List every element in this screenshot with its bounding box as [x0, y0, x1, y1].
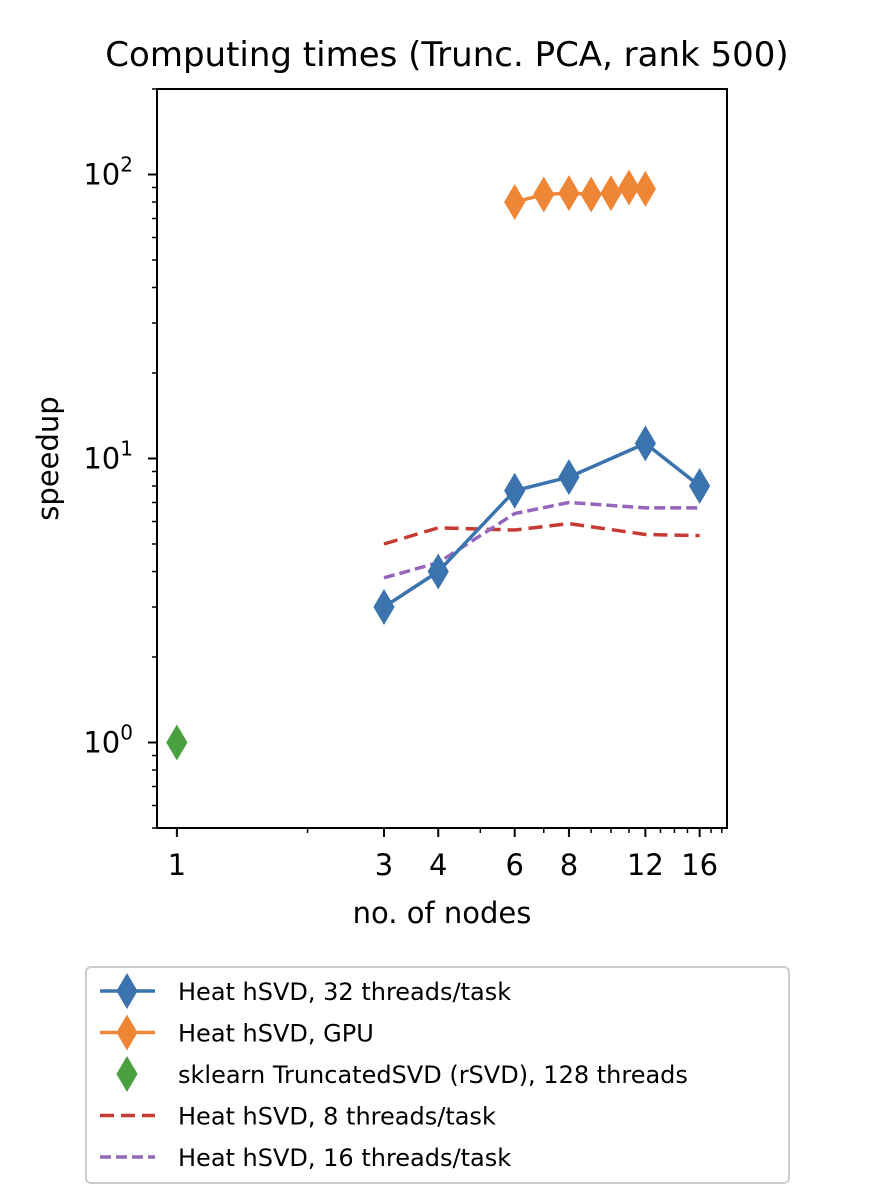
x-tick-label: 3 [375, 848, 393, 882]
data-point [558, 175, 580, 212]
data-point [427, 553, 449, 590]
legend-marker [116, 973, 138, 1009]
data-point [504, 184, 526, 221]
chart-title: Computing times (Trunc. PCA, rank 500) [105, 35, 788, 75]
series-line [383, 441, 701, 609]
x-tick-label: 12 [627, 848, 664, 882]
series-0 [373, 425, 711, 625]
data-point [689, 468, 711, 505]
data-point [504, 472, 526, 509]
y-tick-label: 100 [83, 721, 133, 760]
series-line [383, 521, 700, 546]
legend-label: sklearn TruncatedSVD (rSVD), 128 threads [178, 1061, 688, 1089]
data-point [634, 425, 656, 462]
series-3 [383, 521, 700, 546]
x-tick-label: 8 [560, 848, 578, 882]
data-point [166, 724, 188, 761]
legend-label: Heat hSVD, GPU [178, 1020, 374, 1048]
data-point [634, 170, 656, 207]
legend-marker [116, 1014, 138, 1051]
x-tick-label: 16 [681, 848, 718, 882]
y-axis-label: speedup [31, 396, 65, 520]
legend-entry: sklearn TruncatedSVD (rSVD), 128 threads [116, 1056, 688, 1092]
series-1 [504, 169, 656, 221]
legend-entry: Heat hSVD, 8 threads/task [100, 1103, 496, 1131]
data-point [533, 176, 555, 213]
data-point [600, 175, 622, 212]
legend-label: Heat hSVD, 16 threads/task [178, 1144, 511, 1172]
x-axis-label: no. of nodes [353, 896, 532, 930]
x-tick-label: 4 [429, 848, 447, 882]
series-2 [166, 724, 188, 761]
legend-entry: Heat hSVD, 32 threads/task [100, 973, 511, 1009]
y-tick-label: 101 [83, 437, 133, 476]
series-line [383, 500, 700, 580]
x-tick-label: 1 [168, 848, 186, 882]
legend-label: Heat hSVD, 32 threads/task [178, 978, 511, 1006]
data-point [373, 589, 395, 625]
data-point [580, 176, 602, 213]
legend-marker [116, 1056, 138, 1092]
legend-entry: Heat hSVD, GPU [100, 1014, 374, 1051]
x-tick-label: 6 [505, 848, 523, 882]
series-4 [383, 500, 700, 580]
data-point [558, 459, 580, 496]
legend-entry: Heat hSVD, 16 threads/task [100, 1144, 511, 1172]
data-point [618, 169, 640, 206]
legend-label: Heat hSVD, 8 threads/task [178, 1103, 496, 1131]
legend-box [85, 966, 790, 1184]
y-tick-label: 102 [83, 152, 133, 191]
